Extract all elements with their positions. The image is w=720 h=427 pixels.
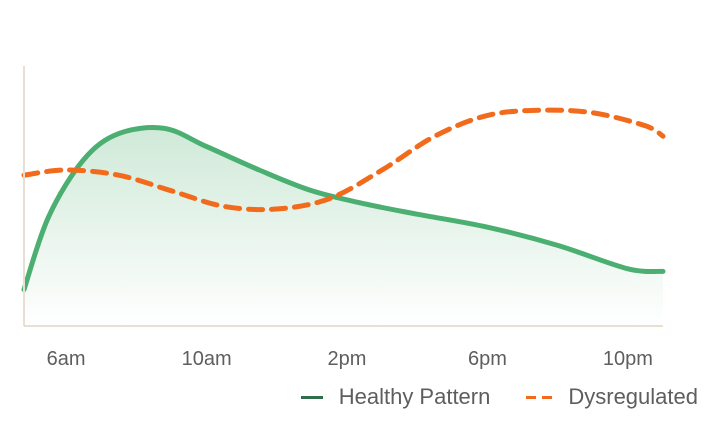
legend: Healthy Pattern Dysregulated — [265, 384, 698, 410]
legend-label-dysregulated: Dysregulated — [568, 384, 698, 409]
legend-item-dysregulated[interactable]: Dysregulated — [526, 384, 698, 410]
legend-swatch-healthy — [300, 395, 323, 399]
x-tick-label: 10am — [182, 348, 232, 370]
series-line-dysregulated — [21, 107, 666, 213]
legend-item-healthy[interactable]: Healthy Pattern — [300, 384, 491, 410]
x-tick-label: 10pm — [603, 348, 653, 370]
x-tick-label: 6pm — [468, 348, 507, 370]
x-tick-label: 6am — [47, 348, 86, 370]
series-line-healthy — [21, 125, 666, 293]
x-tick-label: 2pm — [328, 348, 367, 370]
legend-swatch-dysregulated — [526, 395, 553, 399]
series-area-healthy — [24, 127, 663, 327]
legend-label-healthy: Healthy Pattern — [338, 384, 491, 409]
